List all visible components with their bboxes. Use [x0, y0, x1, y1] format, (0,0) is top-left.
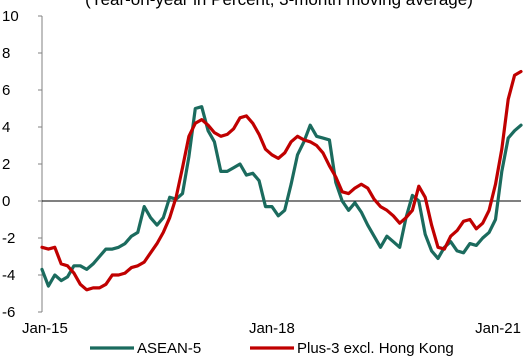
y-tick-label: -6 [2, 304, 15, 321]
y-tick-label: 4 [2, 119, 10, 136]
chart-title: (Year-on-year in Percent, 3-month moving… [85, 0, 473, 9]
y-tick-label: 8 [2, 45, 10, 62]
legend: ASEAN-5 Plus-3 excl. Hong Kong [90, 340, 454, 357]
y-tick-label: 0 [2, 193, 10, 210]
x-tick-label: Jan-18 [249, 320, 295, 337]
axes: -6 -4 -2 0 2 4 6 8 10 Jan-15 Jan-18 Jan-21 [2, 8, 521, 337]
y-tick-label: 6 [2, 82, 10, 99]
y-tick-label: -4 [2, 267, 15, 284]
series-line-asean-5 [40, 105, 523, 288]
legend-label: ASEAN-5 [137, 340, 201, 357]
plot-lines [40, 69, 523, 292]
legend-label: Plus-3 excl. Hong Kong [297, 340, 454, 357]
y-tick-label: 2 [2, 156, 10, 173]
x-tick-label: Jan-21 [475, 320, 521, 337]
series-line-plus-3 [40, 69, 523, 292]
y-tick-label: 10 [2, 8, 19, 25]
y-tick-label: -2 [2, 230, 15, 247]
x-tick-label: Jan-15 [22, 320, 68, 337]
